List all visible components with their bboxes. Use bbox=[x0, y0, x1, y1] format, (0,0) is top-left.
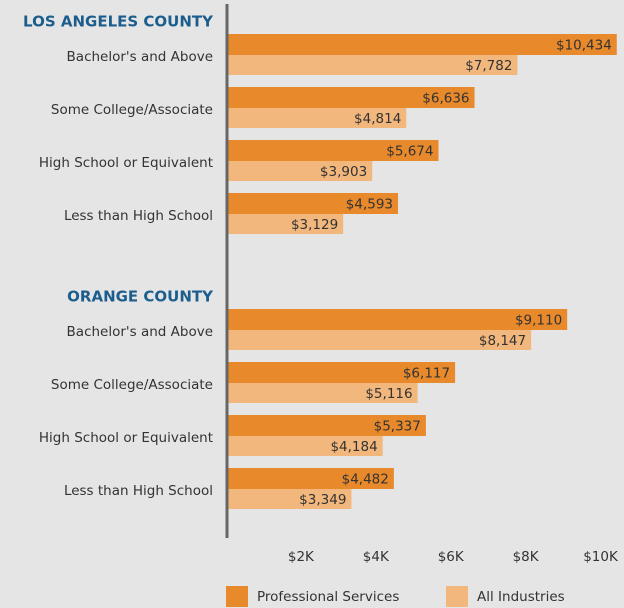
category-label: Bachelor's and Above bbox=[67, 324, 213, 340]
x-tick-label: $2K bbox=[288, 549, 315, 565]
value-label: $4,482 bbox=[342, 472, 389, 488]
bar bbox=[226, 330, 532, 350]
bar bbox=[226, 214, 344, 234]
value-label: $7,782 bbox=[465, 58, 512, 74]
value-label: $3,349 bbox=[299, 492, 346, 508]
bar bbox=[226, 468, 394, 489]
value-label: $9,110 bbox=[515, 313, 562, 329]
bar bbox=[226, 362, 456, 383]
bar bbox=[226, 383, 418, 403]
category-label: Less than High School bbox=[64, 208, 213, 224]
bar bbox=[226, 193, 399, 214]
bar bbox=[226, 140, 439, 161]
x-tick-label: $8K bbox=[513, 549, 540, 565]
bar bbox=[226, 34, 617, 55]
bar bbox=[226, 415, 426, 436]
legend-label: All Industries bbox=[477, 589, 565, 605]
category-label: High School or Equivalent bbox=[39, 430, 213, 446]
bar bbox=[226, 55, 518, 75]
value-label: $5,674 bbox=[386, 144, 433, 160]
legend-swatch bbox=[226, 586, 248, 607]
category-label: Bachelor's and Above bbox=[67, 49, 213, 65]
value-label: $6,636 bbox=[422, 91, 469, 107]
bar bbox=[226, 436, 383, 456]
category-label: High School or Equivalent bbox=[39, 155, 213, 171]
bar bbox=[226, 161, 373, 181]
x-tick-label: $10K bbox=[583, 549, 619, 565]
value-label: $5,116 bbox=[365, 386, 412, 402]
legend-label: Professional Services bbox=[257, 589, 399, 605]
value-label: $10,434 bbox=[556, 38, 612, 54]
legend-swatch bbox=[446, 586, 468, 607]
value-label: $4,814 bbox=[354, 111, 401, 127]
group-title: ORANGE COUNTY bbox=[67, 288, 214, 306]
bar bbox=[226, 108, 407, 128]
bar bbox=[226, 87, 475, 108]
value-label: $5,337 bbox=[374, 419, 421, 435]
x-tick-label: $6K bbox=[438, 549, 465, 565]
value-label: $3,129 bbox=[291, 217, 338, 233]
value-label: $6,117 bbox=[403, 366, 450, 382]
bar bbox=[226, 309, 568, 330]
value-label: $3,903 bbox=[320, 164, 367, 180]
value-label: $4,184 bbox=[330, 439, 377, 455]
bar bbox=[226, 489, 352, 509]
x-tick-label: $4K bbox=[363, 549, 390, 565]
value-label: $4,593 bbox=[346, 197, 393, 213]
group-title: LOS ANGELES COUNTY bbox=[23, 13, 214, 31]
category-label: Some College/Associate bbox=[51, 377, 213, 393]
category-label: Some College/Associate bbox=[51, 102, 213, 118]
value-label: $8,147 bbox=[479, 333, 526, 349]
category-label: Less than High School bbox=[64, 483, 213, 499]
